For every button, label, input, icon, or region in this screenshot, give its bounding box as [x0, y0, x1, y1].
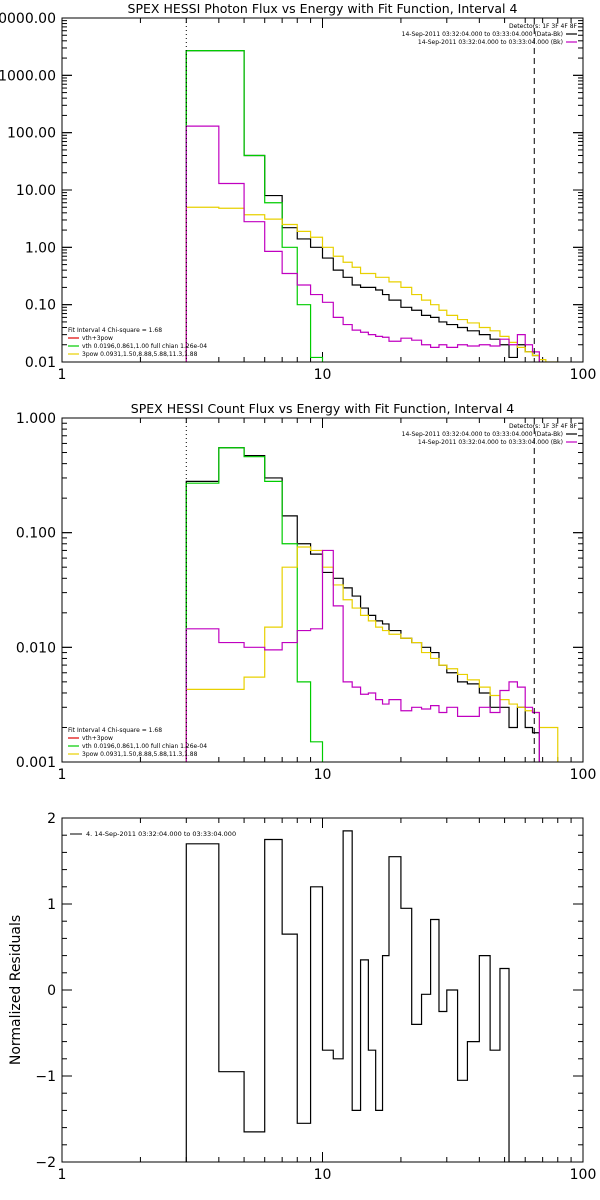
- y-tick-label: 100.00: [7, 126, 56, 142]
- y-tick-label: 0.010: [16, 640, 56, 656]
- x-tick-label: 1: [58, 367, 67, 383]
- y-tick-label: 0.01: [25, 355, 56, 371]
- series-line-3: [185, 125, 540, 362]
- x-tick-label: 10: [314, 1167, 332, 1183]
- legend-entry: Detectors: 1F 3F 4F 8F: [509, 423, 578, 430]
- y-tick-label: 0: [47, 983, 56, 999]
- series-line-0: [185, 830, 540, 1162]
- legend-entry: 3pow 0.0931,1.50,8.88,5.88,11.3,1.88: [82, 351, 198, 358]
- series-line-3: [185, 549, 540, 762]
- y-tick-label: 1.000: [16, 411, 56, 427]
- axis-ticks: [61, 417, 584, 763]
- y-tick-label: 0000.00: [0, 11, 56, 27]
- chart-title: SPEX HESSI Count Flux vs Energy with Fit…: [131, 401, 514, 416]
- x-tick-label: 10: [314, 367, 332, 383]
- y-tick-label: 10.00: [16, 183, 56, 199]
- y-tick-label: 2: [47, 811, 56, 827]
- legend-entry: vth+3pow: [82, 335, 113, 342]
- x-tick-label: 100: [570, 367, 597, 383]
- y-tick-label: 0.001: [16, 755, 56, 771]
- legend-entry: 14-Sep-2011 03:32:04.000 to 03:33:04.000…: [402, 31, 563, 38]
- legend-entry: Detectors: 1F 3F 4F 8F: [509, 23, 578, 30]
- y-axis-label: Normalized Residuals: [8, 915, 24, 1065]
- x-tick-label: 100: [570, 767, 597, 783]
- legend-entry: 3pow 0.0931,1.50,8.88,5.88,11.3,1.88: [82, 751, 198, 758]
- legend-entry: vth 0.0196,0.861,1.00 full chian 1.26e-0…: [82, 343, 207, 350]
- x-tick-label: 1: [58, 1167, 67, 1183]
- x-tick-label: 1: [58, 767, 67, 783]
- plot-frame: [61, 417, 584, 763]
- photon-flux-panel: SPEX HESSI Photon Flux vs Energy with Fi…: [0, 1, 596, 383]
- x-tick-label: 10: [314, 767, 332, 783]
- axis-ticks: [61, 817, 584, 1163]
- series-line-2: [185, 546, 559, 762]
- y-tick-label: −1: [35, 1069, 56, 1085]
- legend-top-left: 4. 14-Sep-2011 03:32:04.000 to 03:33:04.…: [70, 830, 236, 838]
- series-group: [185, 447, 559, 762]
- legend-entry: vth 0.0196,0.861,1.00 full chian 1.26e-0…: [82, 743, 207, 750]
- series-group: [185, 830, 540, 1162]
- y-tick-label: −2: [35, 1155, 56, 1171]
- residuals-panel: 1 10 100 −2 −1 0 1 2 Normalized Residuals 4. 14-S…: [8, 811, 596, 1183]
- series-line-1: [185, 447, 324, 762]
- plot-frame: [61, 17, 584, 363]
- legend-entry: 14-Sep-2011 03:32:04.000 to 03:33:04.000…: [418, 439, 563, 446]
- legend-entry: 14-Sep-2011 03:32:04.000 to 03:33:04.000…: [402, 431, 563, 438]
- count-flux-panel: SPEX HESSI Count Flux vs Energy with Fit…: [16, 401, 596, 783]
- y-tick-label: 0.10: [25, 298, 56, 314]
- series-line-1: [185, 50, 324, 362]
- series-group: [185, 50, 559, 362]
- x-tick-label: 100: [570, 1167, 597, 1183]
- y-tick-label: 1.00: [25, 240, 56, 256]
- axis-ticks: [61, 17, 584, 363]
- legend-entry: vth+3pow: [82, 735, 113, 742]
- legend-entry: 4. 14-Sep-2011 03:32:04.000 to 03:33:04.…: [86, 830, 236, 838]
- legend-entry: Fit Interval 4 Chi-square = 1.68: [68, 327, 162, 334]
- y-tick-label: 1: [47, 897, 56, 913]
- plot-frame: [61, 817, 584, 1163]
- legend-bottom-left: Fit Interval 4 Chi-square = 1.68vth+3pow…: [68, 727, 207, 758]
- y-tick-label: 1000.00: [0, 68, 56, 84]
- legend-entry: Fit Interval 4 Chi-square = 1.68: [68, 727, 162, 734]
- legend-bottom-left: Fit Interval 4 Chi-square = 1.68vth+3pow…: [68, 327, 207, 358]
- chart-title: SPEX HESSI Photon Flux vs Energy with Fi…: [128, 1, 518, 16]
- y-tick-label: 0.100: [16, 526, 56, 542]
- legend-entry: 14-Sep-2011 03:32:04.000 to 03:33:04.000…: [418, 39, 563, 46]
